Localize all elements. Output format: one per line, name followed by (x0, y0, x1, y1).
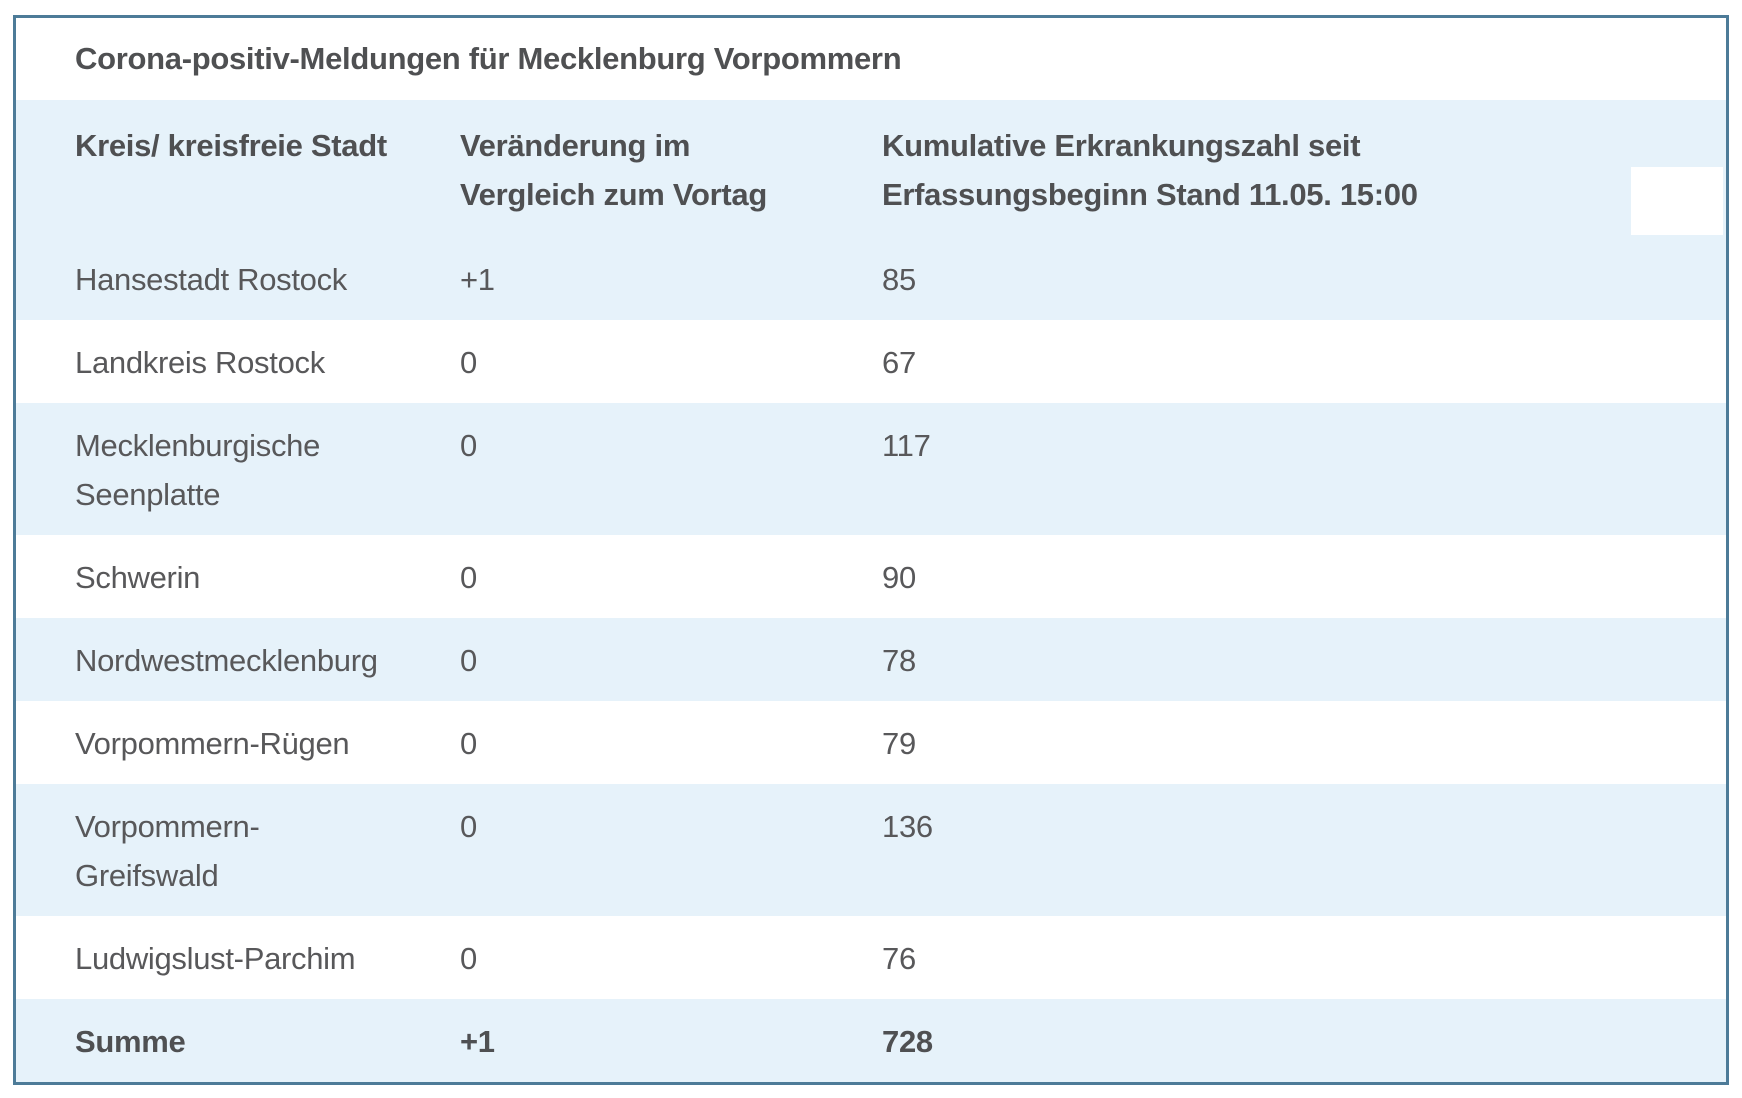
corona-table: Kreis/ kreisfreie Stadt Veränderung im V… (16, 100, 1726, 1082)
cell-kreis: Landkreis Rostock (75, 345, 325, 380)
table-row: Schwerin 0 90 (16, 535, 1726, 618)
cell-change: 0 (460, 784, 882, 916)
table-row-total: Summe +1 728 (16, 999, 1726, 1082)
table-row: Vorpommern- Greifswald 0 136 (16, 784, 1726, 916)
cell-change: 0 (460, 941, 477, 976)
table-row: Mecklenburgische Seenplatte 0 117 (16, 403, 1726, 535)
cell-kreis-total: Summe (16, 999, 460, 1082)
cell-cumulative: 76 (882, 941, 916, 976)
cell-kreis: Vorpommern- Greifswald (16, 784, 460, 916)
cell-kreis: Mecklenburgische Seenplatte (16, 403, 460, 535)
header-row: Kreis/ kreisfreie Stadt Veränderung im V… (16, 100, 1726, 237)
cell-cumulative: 117 (882, 403, 1726, 535)
cell-cumulative-total: 728 (882, 999, 1726, 1082)
column-header-kumulativ: Kumulative Erkrankungszahl seit Erfassun… (882, 100, 1726, 237)
cell-change-total: +1 (460, 999, 882, 1082)
corona-table-panel: Corona-positiv-Meldungen für Mecklenburg… (13, 15, 1729, 1085)
cell-cumulative: 79 (882, 726, 916, 761)
cell-cumulative: 136 (882, 784, 1726, 916)
cell-change: 0 (460, 345, 477, 380)
cell-cumulative: 78 (882, 618, 1726, 701)
table-row: Landkreis Rostock 0 67 (16, 320, 1726, 403)
cell-change: 0 (460, 403, 882, 535)
cell-kreis: Hansestadt Rostock (16, 237, 460, 320)
table-title: Corona-positiv-Meldungen für Mecklenburg… (75, 41, 902, 76)
column-header-veraenderung: Veränderung im Vergleich zum Vortag (460, 100, 882, 237)
cell-kreis: Vorpommern-Rügen (75, 726, 350, 761)
cell-change: 0 (460, 726, 477, 761)
table-row: Hansestadt Rostock +1 85 (16, 237, 1726, 320)
column-header-kreis: Kreis/ kreisfreie Stadt (16, 100, 460, 237)
cell-cumulative: 85 (882, 237, 1726, 320)
table-row: Nordwestmecklenburg 0 78 (16, 618, 1726, 701)
cell-change: 0 (460, 560, 477, 595)
cell-change: 0 (460, 618, 882, 701)
cell-cumulative: 67 (882, 345, 916, 380)
table-row: Vorpommern-Rügen 0 79 (16, 701, 1726, 784)
cell-kreis: Nordwestmecklenburg (16, 618, 460, 701)
cell-change: +1 (460, 237, 882, 320)
cell-cumulative: 90 (882, 560, 916, 595)
white-overlay-patch (1631, 167, 1723, 235)
cell-kreis: Schwerin (75, 560, 201, 595)
cell-kreis: Ludwigslust-Parchim (75, 941, 356, 976)
table-row: Ludwigslust-Parchim 0 76 (16, 916, 1726, 999)
